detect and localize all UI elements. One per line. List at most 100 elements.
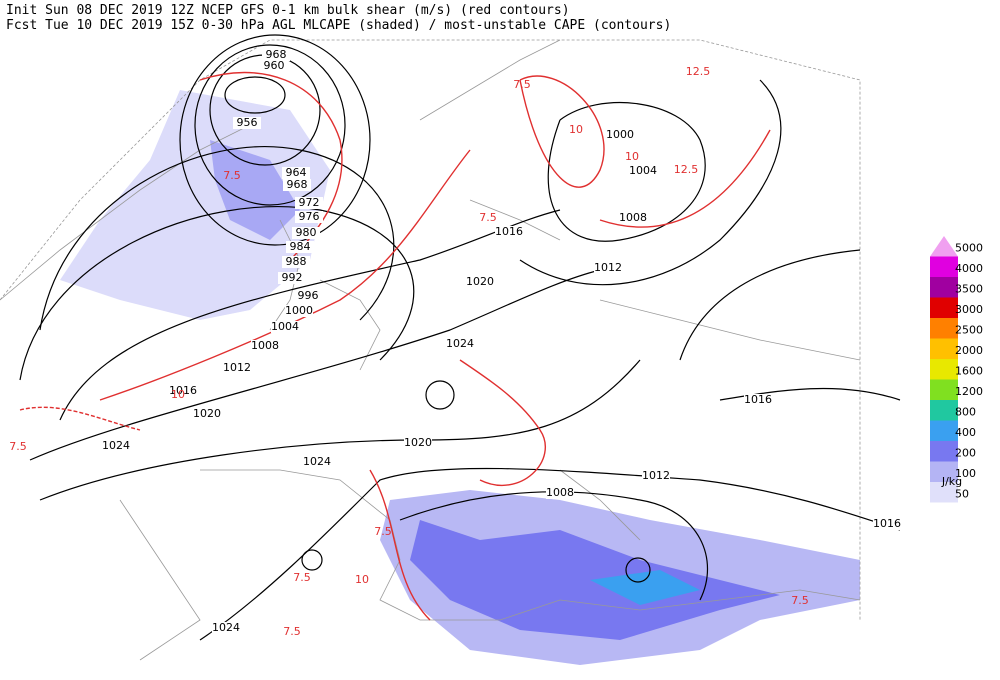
legend-swatch [930, 482, 958, 503]
label-bg [212, 622, 240, 634]
isobar-label: 1016 [495, 225, 523, 238]
header-line: Init Sun 08 DEC 2019 12Z NCEP GFS 0-1 km… [6, 3, 570, 18]
label-bg [594, 262, 622, 274]
label-bg [102, 440, 130, 452]
isobar-label: 992 [282, 271, 303, 284]
legend-label: 2000 [955, 344, 983, 357]
shear-label: 10 [355, 573, 369, 586]
label-bg [286, 241, 314, 253]
isobar-label: 1024 [303, 455, 331, 468]
label-bg [283, 179, 311, 191]
label-bg [271, 321, 299, 333]
legend-swatch [930, 318, 958, 339]
legend-label: 2500 [955, 323, 983, 336]
isobar-label: 968 [287, 178, 308, 191]
label-bg [251, 340, 279, 352]
isobar-label: 976 [299, 210, 320, 223]
legend-swatch [930, 420, 958, 441]
shear-label: 7.5 [293, 571, 311, 584]
legend-label: 50 [955, 487, 969, 500]
isobar-label: 956 [237, 116, 258, 129]
label-bg [285, 305, 313, 317]
label-bg [466, 276, 494, 288]
isobar-label: 1008 [546, 486, 574, 499]
shear-label: 7.5 [9, 440, 27, 453]
label-bg [223, 362, 251, 374]
shear-contours [19, 71, 771, 621]
legend-label: 400 [955, 426, 976, 439]
isobar-label: 972 [299, 196, 320, 209]
legend-label: 200 [955, 446, 976, 459]
label-bg [295, 197, 323, 209]
label-bg [446, 338, 474, 350]
map-labels: 9689609569649689729769809849889929961000… [9, 48, 901, 638]
label-bg [873, 518, 901, 530]
isobar-label: 964 [286, 166, 307, 179]
legend-unit: J/kg [941, 475, 962, 488]
label-bg [260, 60, 288, 72]
legend-swatch [930, 400, 958, 421]
shear-label: 10 [569, 123, 583, 136]
isobar-label: 980 [296, 226, 317, 239]
label-bg [303, 456, 331, 468]
isobar-label: 1004 [629, 164, 657, 177]
legend-label: 5000 [955, 241, 983, 254]
legend: 5000 4000 3500 3000 2500 2000 1600 1200 800 400 20… [930, 236, 983, 503]
shear-label: 7.5 [479, 211, 497, 224]
legend-swatch [930, 338, 958, 359]
isobar-label: 996 [298, 289, 319, 302]
label-bg [546, 487, 574, 499]
label-bg [294, 290, 322, 302]
shear-label: 7.5 [374, 525, 392, 538]
label-bg [642, 470, 670, 482]
label-bg [606, 129, 634, 141]
legend-label: 1200 [955, 385, 983, 398]
label-bg [295, 211, 323, 223]
isobar-label: 1012 [594, 261, 622, 274]
isobar-label: 1024 [212, 621, 240, 634]
legend-swatch [930, 256, 958, 277]
cape-shading [60, 90, 860, 665]
legend-swatch [930, 277, 958, 298]
legend-label: 100 [955, 467, 976, 480]
isobar-label: 1020 [466, 275, 494, 288]
label-bg [262, 49, 290, 61]
label-bg [292, 227, 320, 239]
legend-label: 3000 [955, 303, 983, 316]
header-line: Fcst Tue 10 DEC 2019 15Z 0-30 hPa AGL ML… [6, 18, 671, 33]
isobar-label: 984 [290, 240, 311, 253]
label-bg [233, 117, 261, 129]
label-bg [629, 165, 657, 177]
isobars [19, 34, 901, 641]
label-bg [282, 256, 310, 268]
isobar-label: 1016 [169, 384, 197, 397]
isobar-label: 1012 [223, 361, 251, 374]
shear-label: 7.5 [513, 78, 531, 91]
isobar-label: 1008 [619, 211, 647, 224]
legend-swatch [930, 297, 958, 318]
isobar-label: 1004 [271, 320, 299, 333]
isobar-label: 988 [286, 255, 307, 268]
legend-label: 1600 [955, 364, 983, 377]
isobar-label: 1024 [446, 337, 474, 350]
isobar-label: 960 [264, 59, 285, 72]
legend-label: 800 [955, 405, 976, 418]
shear-label: 10 [171, 388, 185, 401]
legend-swatch [930, 441, 958, 462]
isobar-label: 1000 [606, 128, 634, 141]
legend-swatch [930, 359, 958, 380]
label-bg [278, 272, 306, 284]
legend-swatch [930, 461, 958, 482]
legend-swatch [930, 379, 958, 400]
isobar-label: 1024 [102, 439, 130, 452]
isobar-label: 1000 [285, 304, 313, 317]
isobar-label: 1020 [404, 436, 432, 449]
isobar-label: 1012 [642, 469, 670, 482]
label-bg [193, 408, 221, 420]
shear-label: 7.5 [283, 625, 301, 638]
shear-label: 7.5 [791, 594, 809, 607]
legend-label: 4000 [955, 262, 983, 275]
isobar-label: 1020 [193, 407, 221, 420]
shear-label: 10 [625, 150, 639, 163]
